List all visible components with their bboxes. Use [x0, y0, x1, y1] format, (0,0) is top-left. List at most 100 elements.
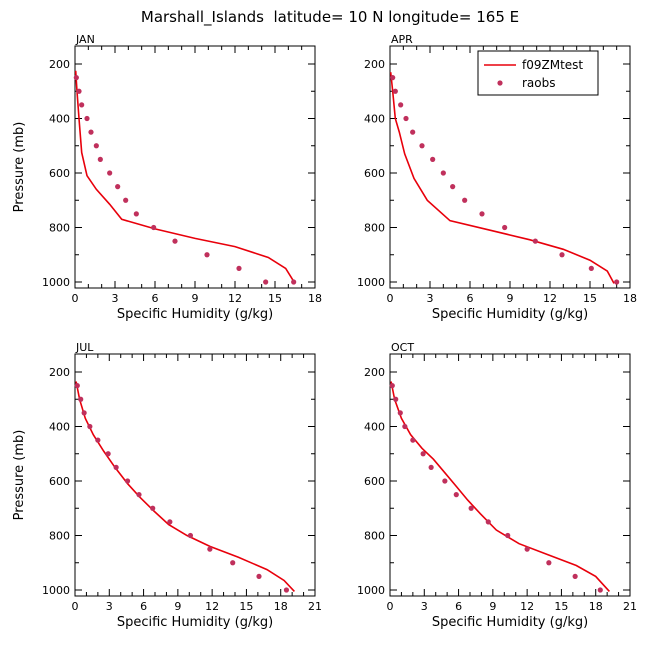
plot-frame — [74, 45, 316, 289]
y-tick-label: 600 — [364, 475, 385, 488]
y-tick-label: 400 — [49, 113, 70, 126]
x-tick-label: 6 — [467, 292, 474, 305]
obs-point — [505, 532, 511, 539]
obs-point — [123, 197, 129, 203]
y-tick-label: 400 — [364, 421, 385, 434]
obs-point — [172, 238, 178, 244]
obs-point — [450, 184, 456, 190]
obs-point — [430, 156, 436, 162]
x-tick-label: 15 — [554, 600, 568, 613]
series-line-f09ZMtest — [389, 72, 615, 284]
obs-point — [485, 519, 491, 525]
obs-point — [115, 184, 121, 190]
obs-point — [150, 505, 156, 511]
y-tick-label: 200 — [49, 366, 70, 379]
obs-point — [283, 587, 290, 593]
obs-point — [167, 519, 173, 525]
obs-point — [428, 464, 434, 470]
obs-point — [230, 560, 236, 566]
x-tick-label: 0 — [387, 292, 394, 305]
y-tick-label: 800 — [49, 222, 70, 235]
x-axis-label: Specific Humidity (g/kg) — [432, 307, 588, 322]
obs-point — [597, 587, 603, 593]
obs-point — [453, 492, 459, 498]
x-tick-label: 21 — [623, 600, 637, 613]
x-tick-label: 9 — [489, 600, 496, 613]
legend-dot-swatch — [497, 80, 503, 86]
y-tick-label: 800 — [49, 530, 70, 543]
x-axis-label: Specific Humidity (g/kg) — [117, 307, 273, 322]
obs-point — [73, 75, 79, 81]
panel-apr: APR 0 3 6 9 12 15 18 200 400 600 800 1000 Specific Hu… — [357, 33, 637, 322]
obs-point — [502, 224, 508, 231]
series-line-f09ZMtest — [75, 381, 295, 592]
obs-point — [614, 279, 620, 285]
obs-point — [136, 492, 142, 498]
obs-point — [420, 451, 426, 457]
obs-point — [392, 88, 398, 94]
x-tick-label: 12 — [543, 292, 557, 305]
x-tick-label: 18 — [308, 292, 322, 305]
obs-point — [559, 252, 565, 258]
x-tick-label: 18 — [274, 600, 288, 613]
x-axis-label: Specific Humidity (g/kg) — [117, 615, 273, 630]
y-tick-label: 400 — [49, 421, 70, 434]
obs-point — [393, 396, 399, 402]
legend-label-obs: raobs — [522, 76, 556, 90]
obs-point — [462, 197, 468, 203]
panel-label: OCT — [391, 341, 414, 354]
obs-point — [105, 451, 111, 457]
obs-point — [291, 279, 297, 285]
y-tick-label: 400 — [364, 113, 385, 126]
obs-point — [256, 573, 262, 579]
obs-point — [546, 560, 552, 566]
plot-frame — [389, 353, 631, 597]
obs-point — [113, 464, 119, 470]
y-tick-label: 800 — [364, 530, 385, 543]
obs-point — [81, 410, 87, 416]
y-tick-label: 1000 — [42, 276, 70, 289]
panel-jul: JUL 0 3 6 9 12 15 18 21 200 400 600 800 1000 Specific … — [12, 341, 322, 630]
x-tick-label: 18 — [589, 600, 603, 613]
obs-point — [410, 437, 416, 443]
obs-point — [207, 546, 213, 552]
series-line-f09ZMtest — [390, 381, 610, 592]
obs-point — [442, 478, 448, 484]
obs-point — [84, 115, 90, 122]
y-tick-label: 600 — [364, 167, 385, 180]
y-tick-label: 600 — [49, 167, 70, 180]
obs-point — [263, 279, 269, 285]
y-tick-label: 1000 — [357, 584, 385, 597]
obs-point — [107, 170, 113, 176]
panel-label: JAN — [75, 33, 95, 46]
x-tick-label: 0 — [72, 600, 79, 613]
obs-point — [390, 75, 396, 81]
y-tick-label: 600 — [49, 475, 70, 488]
figure-title: Marshall_Islands latitude= 10 N longitud… — [141, 8, 519, 27]
obs-point — [236, 265, 242, 271]
y-tick-label: 800 — [364, 222, 385, 235]
obs-point — [403, 115, 409, 122]
panel-label: JUL — [75, 341, 94, 354]
x-tick-label: 3 — [106, 600, 113, 613]
obs-point — [187, 532, 194, 539]
x-tick-label: 21 — [308, 600, 322, 613]
obs-point — [398, 102, 404, 108]
obs-point — [97, 156, 103, 162]
obs-point — [78, 396, 84, 402]
x-tick-label: 6 — [140, 600, 147, 613]
obs-point — [95, 437, 101, 443]
y-tick-label: 200 — [49, 58, 70, 71]
obs-point — [419, 143, 425, 149]
obs-point — [389, 383, 395, 389]
obs-point — [397, 410, 403, 416]
panel-label: APR — [391, 33, 413, 46]
series-line-f09ZMtest — [74, 70, 296, 284]
x-axis-label: Specific Humidity (g/kg) — [432, 615, 588, 630]
x-tick-label: 15 — [583, 292, 597, 305]
x-tick-label: 0 — [72, 292, 79, 305]
x-tick-label: 3 — [112, 292, 119, 305]
obs-point — [479, 211, 485, 217]
x-tick-label: 3 — [421, 600, 428, 613]
